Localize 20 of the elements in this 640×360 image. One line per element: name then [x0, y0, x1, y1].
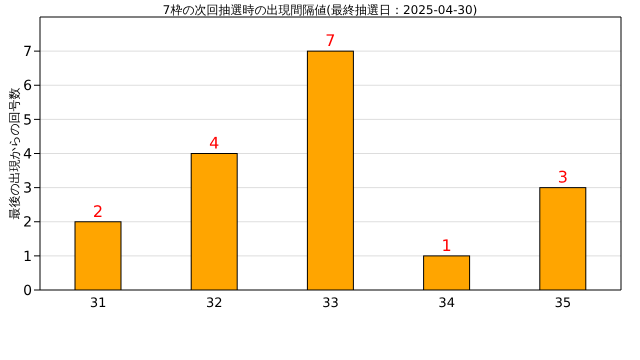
y-tick-label: 6 — [23, 78, 32, 94]
x-tick-label: 34 — [438, 296, 455, 312]
y-axis-title: 最後の出現からの回号数 — [7, 88, 22, 220]
x-tick-label: 31 — [90, 296, 106, 312]
data-label: 3 — [558, 168, 568, 187]
x-tick-label: 33 — [322, 296, 339, 312]
y-tick-label: 4 — [23, 146, 32, 162]
x-tick-label: 32 — [206, 296, 223, 312]
y-tick-label: 5 — [23, 112, 32, 128]
y-tick-label: 3 — [23, 180, 32, 197]
data-label: 4 — [209, 134, 220, 152]
data-label: 7 — [325, 31, 336, 50]
data-label: 1 — [442, 236, 452, 255]
y-tick-label: 2 — [23, 214, 32, 231]
chart-title: 7枠の次回抽選時の出現間隔値(最終抽選日：2025-04-30) — [162, 2, 478, 19]
y-tick-label: 1 — [23, 248, 32, 265]
y-tick-label: 7 — [23, 44, 32, 60]
data-label: 2 — [92, 202, 104, 221]
y-tick-label: 0 — [23, 282, 32, 299]
x-tick-label: 35 — [554, 296, 572, 312]
